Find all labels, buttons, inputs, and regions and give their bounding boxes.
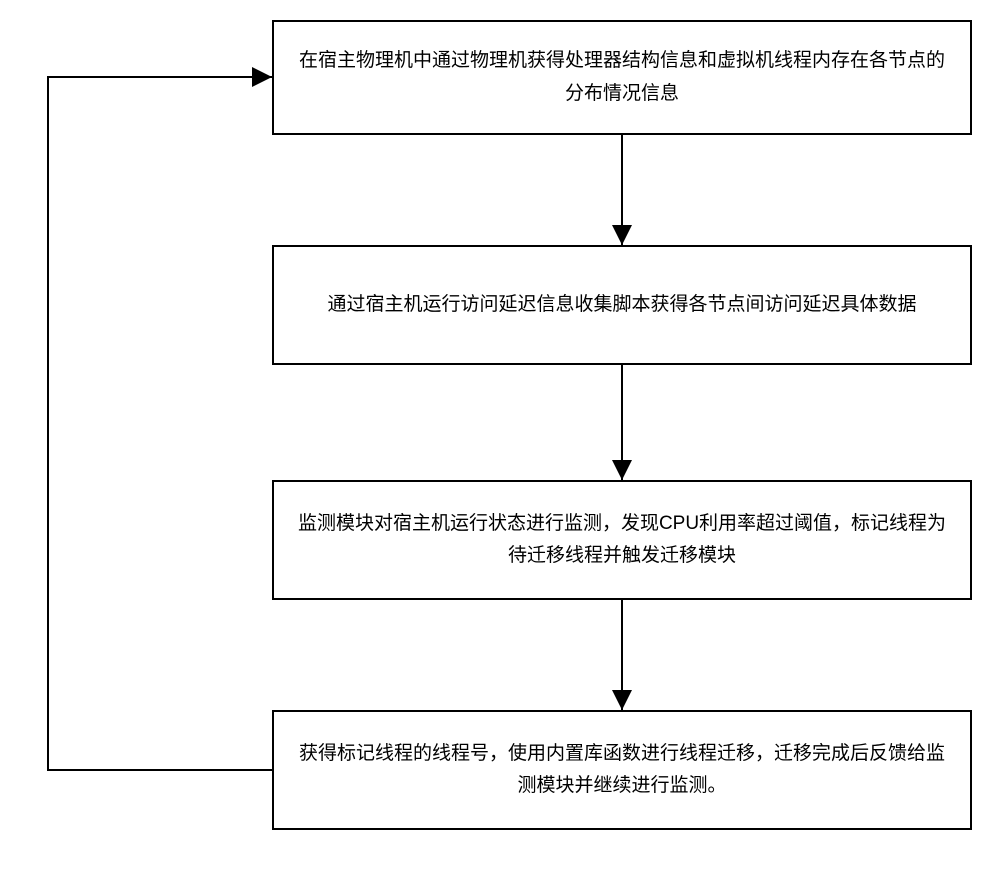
flowchart-node-step1: 在宿主物理机中通过物理机获得处理器结构信息和虚拟机线程内存在各节点的分布情况信息 [272,20,972,135]
node-text: 获得标记线程的线程号，使用内置库函数进行线程迁移，迁移完成后反馈给监测模块并继续… [294,738,950,803]
node-text: 通过宿主机运行访问延迟信息收集脚本获得各节点间访问延迟具体数据 [327,289,916,321]
node-text: 监测模块对宿主机运行状态进行监测，发现CPU利用率超过阈值，标记线程为待迁移线程… [294,508,950,573]
flowchart-node-step3: 监测模块对宿主机运行状态进行监测，发现CPU利用率超过阈值，标记线程为待迁移线程… [272,480,972,600]
flowchart-node-step2: 通过宿主机运行访问延迟信息收集脚本获得各节点间访问延迟具体数据 [272,245,972,365]
node-text: 在宿主物理机中通过物理机获得处理器结构信息和虚拟机线程内存在各节点的分布情况信息 [294,45,950,110]
flowchart-node-step4: 获得标记线程的线程号，使用内置库函数进行线程迁移，迁移完成后反馈给监测模块并继续… [272,710,972,830]
flowchart-container: 在宿主物理机中通过物理机获得处理器结构信息和虚拟机线程内存在各节点的分布情况信息… [0,0,1000,870]
